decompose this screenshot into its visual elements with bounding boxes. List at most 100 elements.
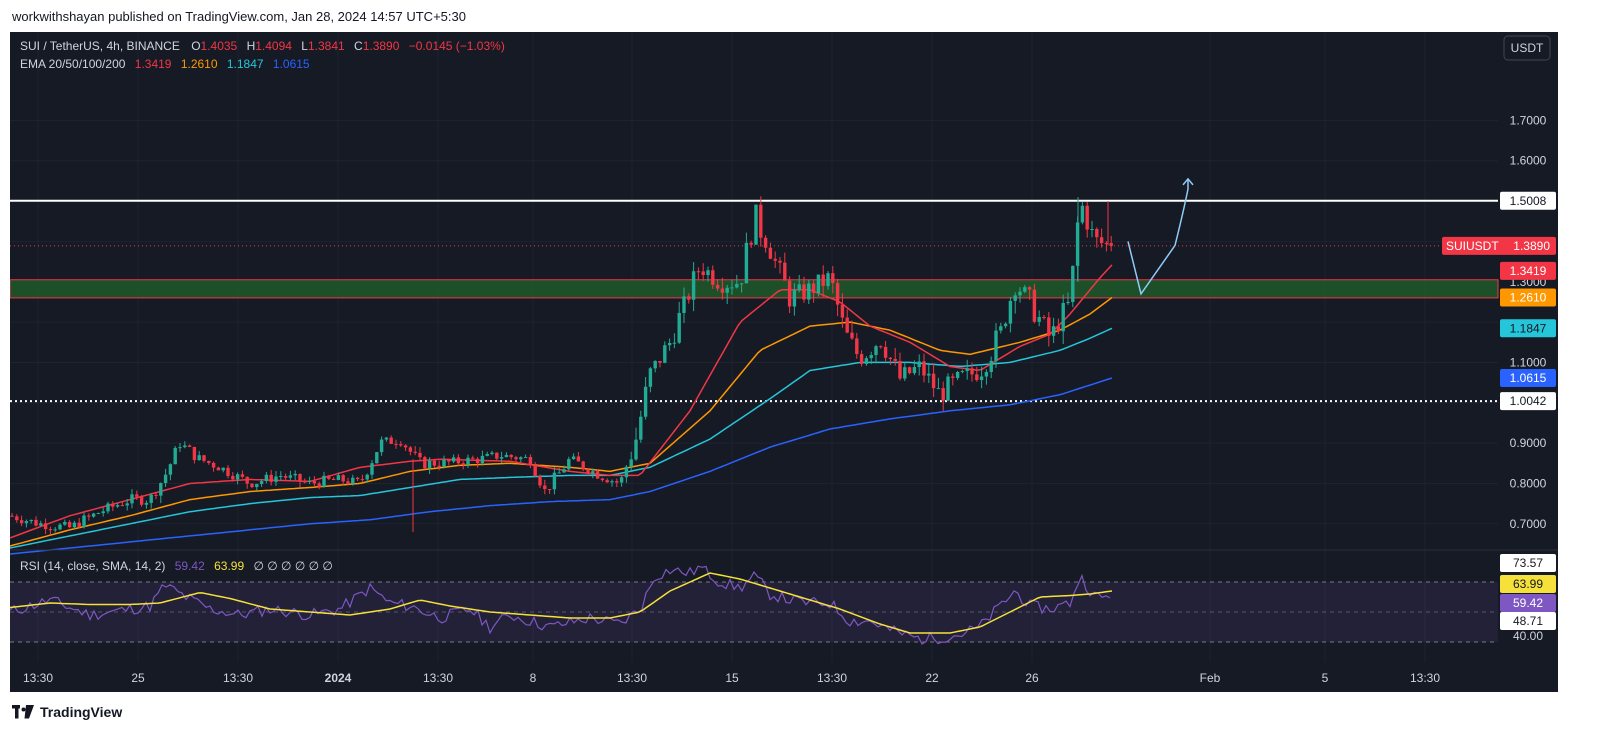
candle-body	[29, 519, 33, 522]
currency-button[interactable]: USDT	[1503, 35, 1551, 61]
candle-body	[696, 271, 701, 273]
candle-body	[1056, 326, 1061, 332]
candle-body	[183, 445, 187, 448]
time-axis[interactable]: 13:30 25 13:30 2024 13:30 8 13:30 15 13:30 22 26 Fe…	[23, 671, 1440, 685]
candle-body	[619, 477, 624, 483]
candle-body	[351, 477, 355, 484]
candle-body	[1018, 291, 1022, 296]
candle-body	[1027, 287, 1032, 290]
candle-body	[389, 437, 393, 444]
chart-svg[interactable]: SUI / TetherUS, 4h, BINANCE O1.4035 H1.4…	[9, 32, 1558, 692]
tradingview-logo-text: TradingView	[40, 704, 123, 720]
candle-body	[346, 481, 350, 484]
candle-body	[91, 513, 96, 517]
price-axis[interactable]: 1.70001.60001.30001.10000.90000.80000.70…	[1510, 113, 1547, 530]
candle-body	[211, 462, 216, 468]
candle-body	[226, 467, 230, 477]
candle-body	[221, 467, 225, 471]
tradingview-logo[interactable]: TradingView	[12, 704, 122, 720]
candle-body	[336, 475, 341, 481]
candle-body	[288, 475, 293, 478]
candle-body	[375, 452, 379, 464]
candle-body	[471, 457, 475, 459]
candle-body	[893, 359, 897, 361]
candle-body	[965, 368, 969, 372]
time-tick-label: 22	[925, 671, 939, 685]
candle-body	[749, 242, 753, 245]
candle-body	[802, 284, 806, 300]
candle-body	[283, 476, 288, 478]
candle-body	[274, 476, 278, 482]
candle-body	[903, 367, 907, 379]
candle-body	[235, 474, 240, 480]
legend-open: 1.4035	[201, 39, 238, 53]
candle-body	[423, 457, 427, 469]
candle-body	[24, 521, 29, 524]
candle-body	[595, 471, 600, 479]
candle-body	[437, 465, 441, 467]
candle-body	[960, 371, 965, 373]
candles	[10, 196, 1113, 535]
candle-body	[10, 515, 14, 517]
candle-body	[1047, 317, 1051, 336]
candle-body	[1061, 303, 1065, 332]
candle-body	[547, 489, 552, 491]
candle-body	[303, 481, 307, 483]
rsi-legend-label: RSI (14, close, SMA, 14, 2)	[20, 559, 165, 573]
candle-body	[816, 274, 821, 293]
candle-body	[207, 460, 211, 463]
candle-body	[768, 247, 773, 259]
candle-body	[101, 511, 105, 514]
candle-body	[523, 457, 528, 459]
candle-body	[706, 270, 710, 276]
candle-body	[1109, 243, 1113, 246]
candle-body	[879, 346, 883, 348]
candle-body	[744, 242, 749, 284]
candle-body	[19, 520, 24, 524]
candle-body	[163, 474, 168, 484]
candle-body	[63, 521, 67, 525]
candle-body	[855, 338, 859, 355]
legend-ema: EMA 20/50/100/200 1.3419 1.2610 1.1847 1…	[20, 57, 310, 71]
candle-body	[1085, 205, 1089, 230]
legend-l-label: L	[301, 39, 308, 53]
candle-body	[67, 521, 72, 528]
candle-body	[370, 463, 374, 475]
time-tick-label: 13:30	[817, 671, 847, 685]
candle-body	[763, 237, 768, 248]
candle-body	[643, 386, 648, 417]
candle-body	[144, 502, 149, 505]
candle-body	[538, 476, 542, 486]
chart-panel[interactable]: SUI / TetherUS, 4h, BINANCE O1.4035 H1.4…	[9, 32, 1558, 692]
projection-path[interactable]	[1127, 178, 1189, 296]
time-tick-label: 13:30	[423, 671, 453, 685]
legend-ema100: 1.1847	[227, 57, 264, 71]
legend-o-label: O	[191, 39, 200, 53]
candle-body	[1032, 289, 1037, 322]
last-symbol: SUIUSDT	[1446, 239, 1499, 253]
legend-main: SUI / TetherUS, 4h, BINANCE O1.4035 H1.4…	[20, 39, 505, 53]
candle-body	[797, 284, 801, 291]
candle-body	[432, 460, 437, 466]
candle-body	[192, 446, 197, 461]
candle-body	[720, 288, 725, 293]
legend-ema200: 1.0615	[273, 57, 310, 71]
candle-body	[269, 474, 273, 482]
candle-body	[951, 376, 955, 378]
candle-body	[735, 284, 739, 288]
candle-body	[615, 481, 619, 483]
time-tick-label: 5	[1322, 671, 1329, 685]
rsi-tick-mid: 48.71	[1513, 614, 1543, 628]
candle-body	[58, 524, 62, 530]
support-resistance-zone	[9, 279, 1499, 299]
candle-body	[149, 494, 153, 503]
candle-body	[341, 475, 345, 482]
candle-body	[331, 478, 336, 481]
candle-body	[519, 457, 523, 460]
candle-body	[480, 455, 485, 464]
candle-body	[826, 273, 830, 286]
candle-body	[447, 459, 451, 462]
candle-body	[835, 283, 840, 305]
candle-body	[946, 376, 950, 401]
rsi-axis[interactable]: 73.57 63.99 59.42 48.71 40.00	[1500, 554, 1556, 643]
